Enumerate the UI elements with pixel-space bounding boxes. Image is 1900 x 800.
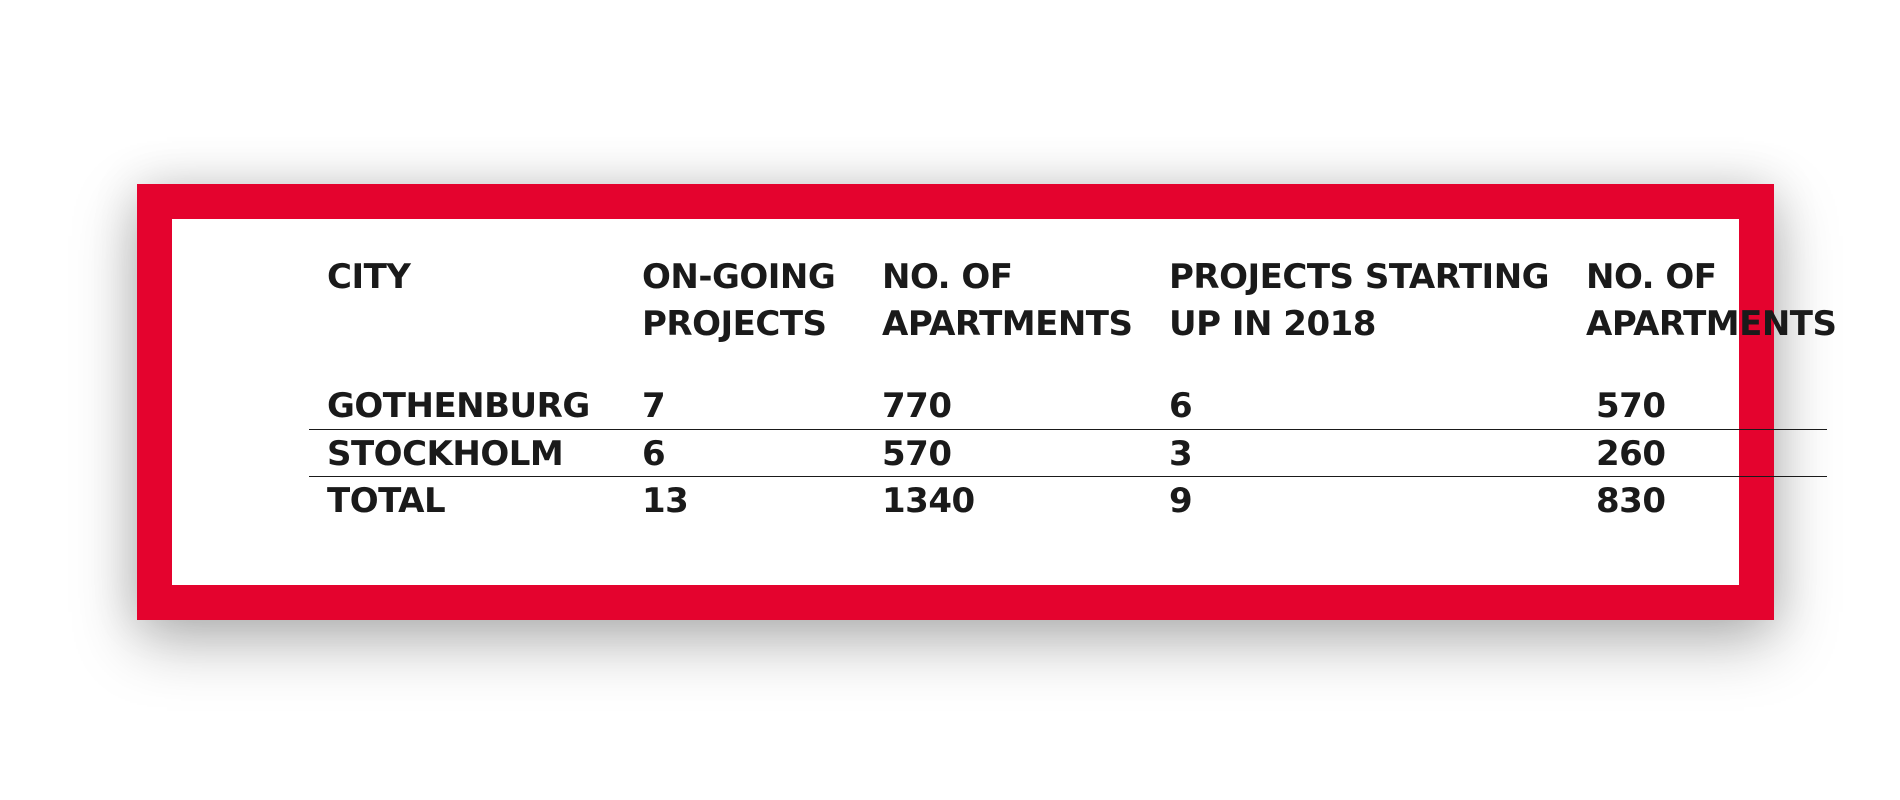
- cell-no-of-apartments: 570: [882, 434, 952, 474]
- cell-city: STOCKHOLM: [327, 434, 564, 474]
- cell-ongoing-projects: 6: [642, 434, 666, 474]
- red-frame: CITY ON-GOING PROJECTS NO. OF APARTMENTS…: [137, 184, 1837, 620]
- cell-no-of-apartments-2018: 260: [1596, 434, 1666, 474]
- header-city: CITY: [327, 257, 411, 297]
- header-projects-starting-2018: PROJECTS STARTING UP IN 2018: [1169, 257, 1550, 344]
- cell-no-of-apartments: 1340: [882, 481, 975, 521]
- cell-city: GOTHENBURG: [327, 386, 590, 426]
- table-row: STOCKHOLM 6 570 3 260: [309, 429, 1827, 477]
- table-row: TOTAL 13 1340 9 830: [309, 476, 1827, 524]
- cell-no-of-apartments: 770: [882, 386, 952, 426]
- table-row: GOTHENBURG 7 770 6 570: [309, 382, 1827, 429]
- header-no-of-apartments-2018: NO. OF APARTMENTS: [1586, 257, 1837, 344]
- cell-projects-starting: 9: [1169, 481, 1193, 521]
- cell-ongoing-projects: 13: [642, 481, 689, 521]
- header-ongoing-projects: ON-GOING PROJECTS: [642, 257, 836, 344]
- cell-projects-starting: 6: [1169, 386, 1193, 426]
- cell-projects-starting: 3: [1169, 434, 1193, 474]
- header-no-of-apartments: NO. OF APARTMENTS: [882, 257, 1133, 344]
- cell-city: TOTAL: [327, 481, 446, 521]
- cell-ongoing-projects: 7: [642, 386, 666, 426]
- cell-no-of-apartments-2018: 830: [1596, 481, 1666, 521]
- cell-no-of-apartments-2018: 570: [1596, 386, 1666, 426]
